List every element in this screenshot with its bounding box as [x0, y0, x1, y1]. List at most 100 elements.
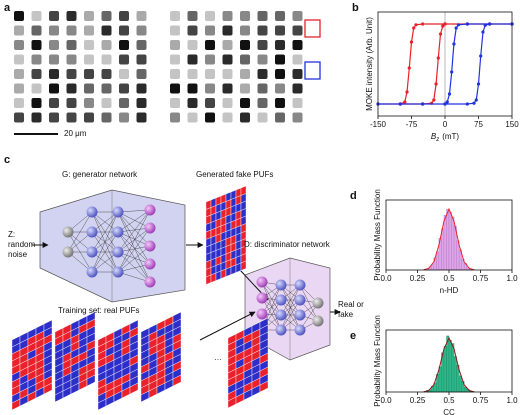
magnet-square [222, 54, 233, 65]
y-axis-label: Probability Mass Function [373, 189, 382, 281]
magnet-square [84, 40, 94, 50]
magnet-square [257, 40, 268, 50]
magnet-square [31, 11, 42, 21]
magnet-square [257, 83, 268, 94]
magnet-square [31, 25, 42, 36]
magnet-square [205, 25, 215, 36]
histogram-bar [441, 228, 445, 271]
magnet-square [187, 69, 198, 79]
x-tick-label: -75 [406, 120, 418, 129]
magnet-square [257, 54, 268, 65]
magnet-square [119, 112, 129, 123]
magnet-square [222, 25, 233, 36]
neuron [144, 204, 156, 216]
connection [280, 284, 301, 316]
connection [117, 231, 151, 265]
x-tick-label: 0 [443, 120, 448, 129]
neuron [294, 279, 306, 291]
neuron [112, 266, 124, 278]
magnet-square [66, 40, 77, 50]
data-point [443, 22, 447, 26]
x-tick-label: 0.75 [473, 274, 489, 283]
connection [91, 211, 119, 253]
magnet-square [84, 98, 94, 108]
histogram-bar [446, 335, 450, 393]
connection [117, 209, 151, 253]
histogram-bar [458, 375, 462, 393]
magnet-square [31, 98, 42, 108]
data-point [398, 102, 402, 106]
magnet-square [119, 69, 129, 79]
magnet-square [292, 54, 303, 65]
magnet-square [222, 40, 233, 50]
data-point [476, 82, 481, 86]
magnet-square [292, 25, 303, 36]
neuron [256, 308, 268, 320]
magnet-square [31, 40, 42, 50]
puf-cell [86, 374, 96, 387]
neuron [275, 309, 287, 321]
data-point [441, 24, 445, 28]
magnet-square [292, 112, 303, 123]
magnet-square [240, 40, 250, 50]
connection [91, 231, 119, 273]
panel-letter: a [4, 2, 11, 14]
magnet-square [101, 112, 112, 123]
histogram-bar [443, 346, 447, 393]
magnet-square [170, 11, 180, 21]
magnet-square [119, 54, 129, 65]
connection [117, 227, 151, 273]
magnet-square [170, 40, 180, 50]
connection [299, 284, 319, 322]
puf-cell [43, 382, 53, 395]
neuron [112, 246, 124, 258]
magnet-square [66, 112, 77, 123]
magnet-square [187, 25, 198, 36]
x-tick-label: 1.0 [506, 396, 518, 405]
panel-letter: c [4, 154, 10, 166]
data-point [445, 100, 449, 104]
magnet-square [136, 83, 147, 94]
magnet-square [136, 11, 147, 21]
magnet-square [257, 11, 268, 21]
magnet-square [84, 11, 94, 21]
magnet-square [275, 112, 285, 123]
magnet-square [170, 112, 180, 123]
magnet-square [136, 112, 147, 123]
neuron [112, 226, 124, 238]
discriminator-label: D: discriminator network [244, 240, 330, 249]
magnet-square [14, 40, 24, 50]
x-axis-subscript: z [435, 137, 439, 143]
connection [280, 284, 301, 331]
histogram-bar [453, 356, 457, 393]
connection [67, 211, 93, 253]
magnet-square [49, 54, 59, 65]
puf-cell [259, 380, 269, 393]
connection [117, 211, 151, 229]
connection [117, 231, 151, 283]
data-point [443, 102, 447, 106]
neuron [256, 276, 268, 288]
magnet-square [119, 40, 129, 50]
data-point [414, 23, 418, 27]
data-point [403, 100, 407, 104]
arrow [199, 311, 256, 341]
x-tick-label: 0.0 [380, 274, 392, 283]
magnet-square [14, 11, 24, 21]
neuron [62, 246, 74, 258]
magnet-square [240, 54, 250, 65]
fit-curve [423, 336, 475, 393]
magnet-square [257, 25, 268, 36]
magnet-square [119, 98, 129, 108]
connection [117, 245, 151, 273]
x-tick-label: 75 [474, 120, 483, 129]
magnet-square [187, 11, 198, 21]
magnet-square [119, 11, 129, 21]
magnet-square [101, 11, 112, 21]
y-axis-label: MOKE intensity (Arb. Unit) [365, 17, 374, 111]
magnet-square [222, 98, 233, 108]
magnet-square [101, 69, 112, 79]
magnet-square [101, 40, 112, 50]
puf-cell [172, 374, 182, 387]
